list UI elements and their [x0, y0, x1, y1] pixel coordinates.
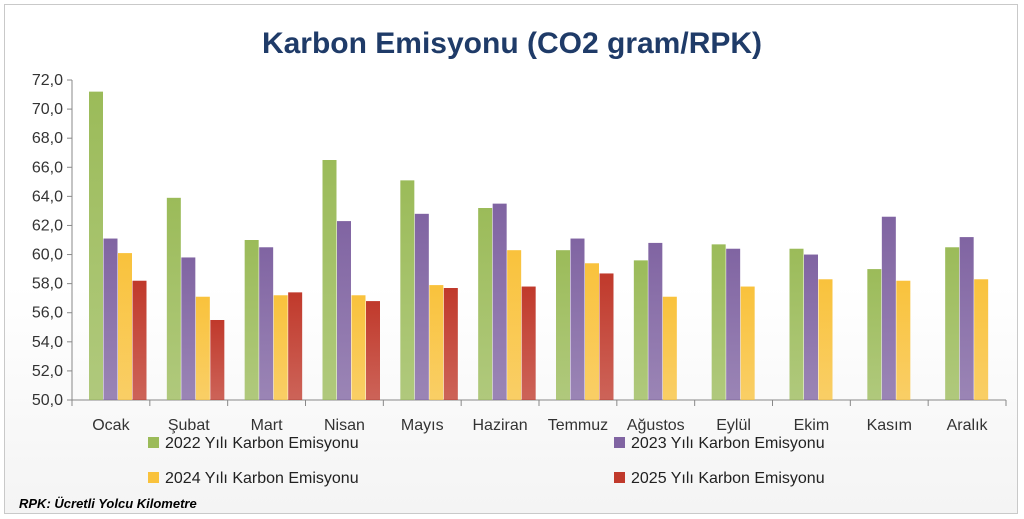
legend-label: 2025 Yılı Karbon Emisyonu [631, 470, 825, 487]
y-tick-label: 66,0 [32, 159, 63, 176]
x-category-label: Haziran [473, 417, 528, 434]
bar [492, 203, 507, 400]
x-category-label: Şubat [168, 417, 210, 434]
bar [443, 288, 458, 400]
bar [881, 216, 896, 400]
bar [789, 248, 804, 400]
bar [570, 238, 585, 400]
legend-swatch [148, 472, 159, 483]
chart-title: Karbon Emisyonu (CO2 gram/RPK) [261, 27, 763, 60]
bar [322, 160, 337, 400]
bar [818, 279, 833, 400]
bar [337, 221, 351, 400]
x-category-label: Mart [251, 417, 284, 434]
x-category-label: Kasım [867, 417, 912, 434]
bar [89, 91, 103, 401]
bar [804, 254, 818, 400]
legend-label: 2023 Yılı Karbon Emisyonu [631, 435, 825, 452]
x-category-label: Aralık [947, 417, 989, 434]
bar [166, 197, 181, 400]
bar [521, 286, 536, 400]
bar [414, 213, 429, 400]
y-tick-label: 56,0 [32, 305, 63, 322]
x-category-label: Eylül [716, 417, 751, 434]
bar [896, 280, 911, 400]
bar [633, 260, 648, 400]
y-tick-label: 50,0 [32, 392, 63, 409]
bar [599, 273, 614, 400]
bar [244, 240, 259, 400]
bar [740, 286, 755, 400]
y-tick-label: 72,0 [32, 72, 63, 89]
bar [945, 247, 960, 400]
bar [711, 244, 726, 400]
y-tick-label: 62,0 [32, 217, 63, 234]
bar [400, 180, 415, 400]
bar [259, 247, 274, 400]
bar [273, 295, 288, 400]
bar [351, 295, 366, 400]
bar [181, 257, 196, 400]
x-category-label: Temmuz [548, 417, 608, 434]
legend-swatch [614, 472, 625, 483]
chart-frame: Karbon Emisyonu (CO2 gram/RPK) 72,0 70,0 6… [4, 4, 1018, 514]
x-category-label: Ocak [92, 417, 130, 434]
y-tick-label: 54,0 [32, 334, 63, 351]
bar [974, 279, 989, 400]
x-category-label: Ekim [794, 417, 830, 434]
y-tick-label: 68,0 [32, 130, 63, 147]
bar [478, 208, 493, 400]
bar [959, 237, 974, 400]
legend-label: 2022 Yılı Karbon Emisyonu [165, 435, 359, 452]
x-category-label: Mayıs [401, 417, 444, 434]
bar [648, 242, 663, 400]
y-tick-label: 58,0 [32, 276, 63, 293]
bar [103, 238, 118, 400]
legend-swatch [614, 437, 625, 448]
legend-label: 2024 Yılı Karbon Emisyonu [165, 470, 359, 487]
bar [726, 248, 741, 400]
bar [288, 292, 303, 400]
bar [556, 250, 570, 400]
x-category-label: Ağustos [627, 417, 685, 434]
bar [867, 269, 882, 400]
y-tick-label: 52,0 [32, 363, 63, 380]
bar [585, 263, 599, 400]
legend-swatch [148, 437, 159, 448]
bar [366, 301, 380, 400]
bar-chart: 72,0 70,0 68,0 66,0 64,0 62,0 60,0 58,0 56,0 54,0… [32, 72, 1007, 487]
bar [507, 250, 522, 400]
y-tick-label: 60,0 [32, 247, 63, 264]
y-tick-label: 70,0 [32, 101, 63, 118]
bar [210, 320, 225, 400]
y-tick-label: 64,0 [32, 188, 63, 205]
bar [662, 296, 677, 400]
x-category-label: Nisan [324, 417, 365, 434]
footnote: RPK: Ücretli Yolcu Kilometre [19, 496, 197, 511]
bar [195, 296, 210, 400]
bar [132, 280, 147, 400]
bar [429, 285, 444, 400]
bar [118, 253, 132, 400]
